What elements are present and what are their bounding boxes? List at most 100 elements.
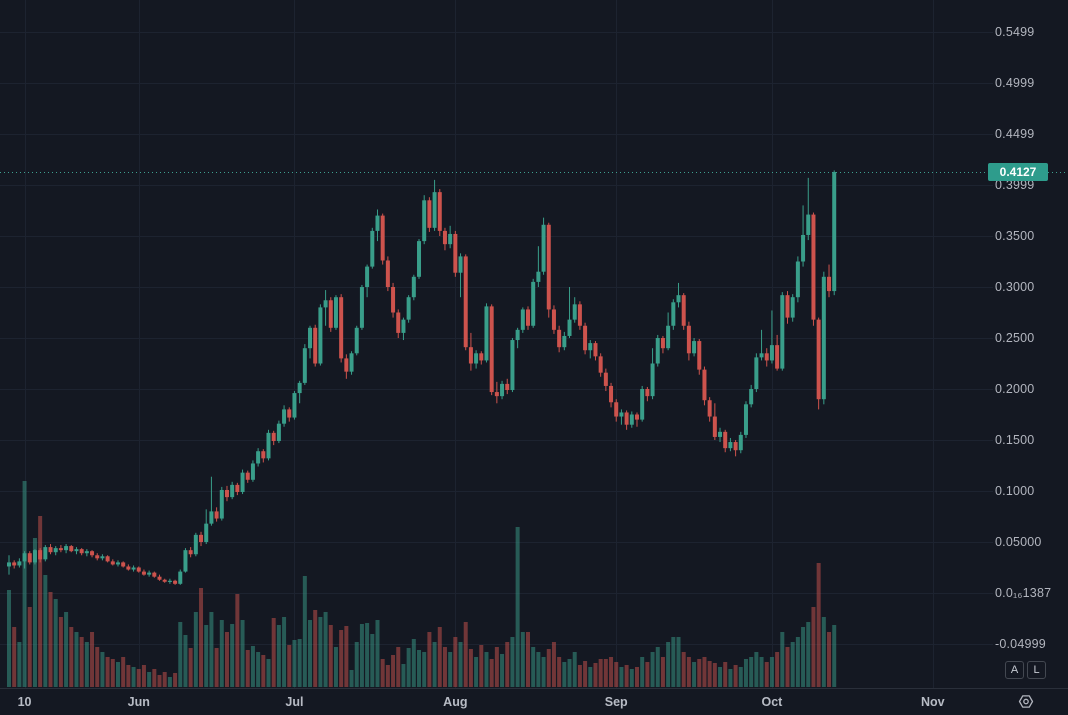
volume-bar (697, 659, 702, 687)
time-axis[interactable]: 10 Jun Jul Aug Sep Oct Nov (0, 688, 1068, 715)
candle-body (95, 555, 100, 559)
candle-body (391, 287, 396, 313)
price-axis-label: 0.1000 (995, 484, 1035, 498)
candle-body (811, 214, 816, 320)
candle-body (583, 325, 588, 351)
candle-body (806, 214, 811, 235)
candle-body (463, 256, 468, 348)
volume-bar (484, 652, 489, 687)
volume-bar (505, 642, 510, 687)
candle-body (577, 304, 582, 326)
candle-body (48, 547, 53, 553)
candle-body (640, 389, 645, 420)
candle-body (167, 580, 172, 582)
volume-bar (811, 607, 816, 687)
volume-bar (655, 647, 660, 687)
chart-plot-area[interactable] (0, 0, 1068, 688)
candle-body (723, 431, 728, 449)
candle-body (557, 329, 562, 348)
volume-bar (12, 627, 17, 687)
volume-bar (448, 652, 453, 687)
volume-bar (276, 625, 281, 687)
volume-bar (676, 637, 681, 687)
volume-bar (567, 659, 572, 687)
volume-bar (302, 576, 307, 687)
candle-body (193, 534, 198, 555)
candle-body (795, 261, 800, 298)
volume-bar (183, 635, 188, 687)
candle-body (427, 200, 432, 228)
candle-body (271, 432, 276, 442)
candle-body (816, 319, 821, 400)
candle-body (121, 562, 126, 567)
candle-body (681, 295, 686, 326)
candle-body (603, 372, 608, 386)
volume-bar (780, 632, 785, 687)
gear-icon[interactable] (1017, 693, 1035, 711)
volume-bar (660, 657, 665, 687)
candle-body (712, 416, 717, 437)
volume-bar (354, 642, 359, 687)
candle-body (827, 276, 832, 292)
volume-bar (759, 657, 764, 687)
volume-bar (531, 647, 536, 687)
volume-bar (115, 662, 120, 687)
volume-bar (27, 607, 32, 687)
candle-body (250, 463, 255, 480)
candle-body (282, 409, 287, 424)
candle-body (224, 489, 229, 498)
volume-bar (209, 612, 214, 687)
candle-body (500, 383, 505, 397)
candle-body (614, 402, 619, 417)
candle-body (365, 266, 370, 287)
volume-bar (453, 637, 458, 687)
candle-body (489, 306, 494, 393)
candle-body (417, 241, 422, 277)
volume-bar (230, 624, 235, 687)
price-axis-label: 0.2500 (995, 331, 1035, 345)
volume-bar (162, 672, 167, 687)
volume-bar (271, 618, 276, 687)
candle-body (266, 432, 271, 459)
candle-body (183, 550, 188, 572)
log-scale-button[interactable]: L (1027, 661, 1046, 679)
candle-body (645, 389, 650, 397)
candle-body (474, 353, 479, 364)
candle-body (520, 309, 525, 330)
candle-body (209, 511, 214, 524)
candle-body (204, 523, 209, 542)
price-axis-label: -0.04999 (995, 636, 1046, 651)
volume-bar (359, 624, 364, 687)
candle-body (458, 256, 463, 273)
auto-scale-button[interactable]: A (1005, 661, 1024, 679)
candle-body (32, 550, 37, 563)
volume-bar (583, 661, 588, 687)
volume-bar (749, 657, 754, 687)
candle-body (100, 556, 105, 559)
candle-body (152, 572, 157, 577)
candle-body (479, 353, 484, 361)
candle-body (27, 553, 32, 563)
candle-body (359, 287, 364, 328)
volume-bar (349, 670, 354, 687)
candle-body (468, 347, 473, 364)
price-axis-label: 0.0₁₆1387 (995, 586, 1052, 600)
candle-wick (771, 310, 773, 364)
candle-body (769, 345, 774, 361)
candle-body (349, 353, 354, 372)
volume-bar (204, 625, 209, 687)
candle-body (551, 309, 556, 330)
volume-bar (707, 661, 712, 687)
candle-body (484, 306, 489, 361)
volume-bar (401, 664, 406, 687)
volume-bar (147, 672, 152, 687)
candle-body (754, 357, 759, 389)
candle-wick (569, 287, 571, 338)
candle-body (240, 472, 245, 493)
volume-bar (546, 649, 551, 687)
volume-bar (406, 648, 411, 687)
candle-body (344, 358, 349, 372)
volume-bar (385, 665, 390, 687)
candle-body (629, 414, 634, 425)
volume-bar (240, 620, 245, 687)
